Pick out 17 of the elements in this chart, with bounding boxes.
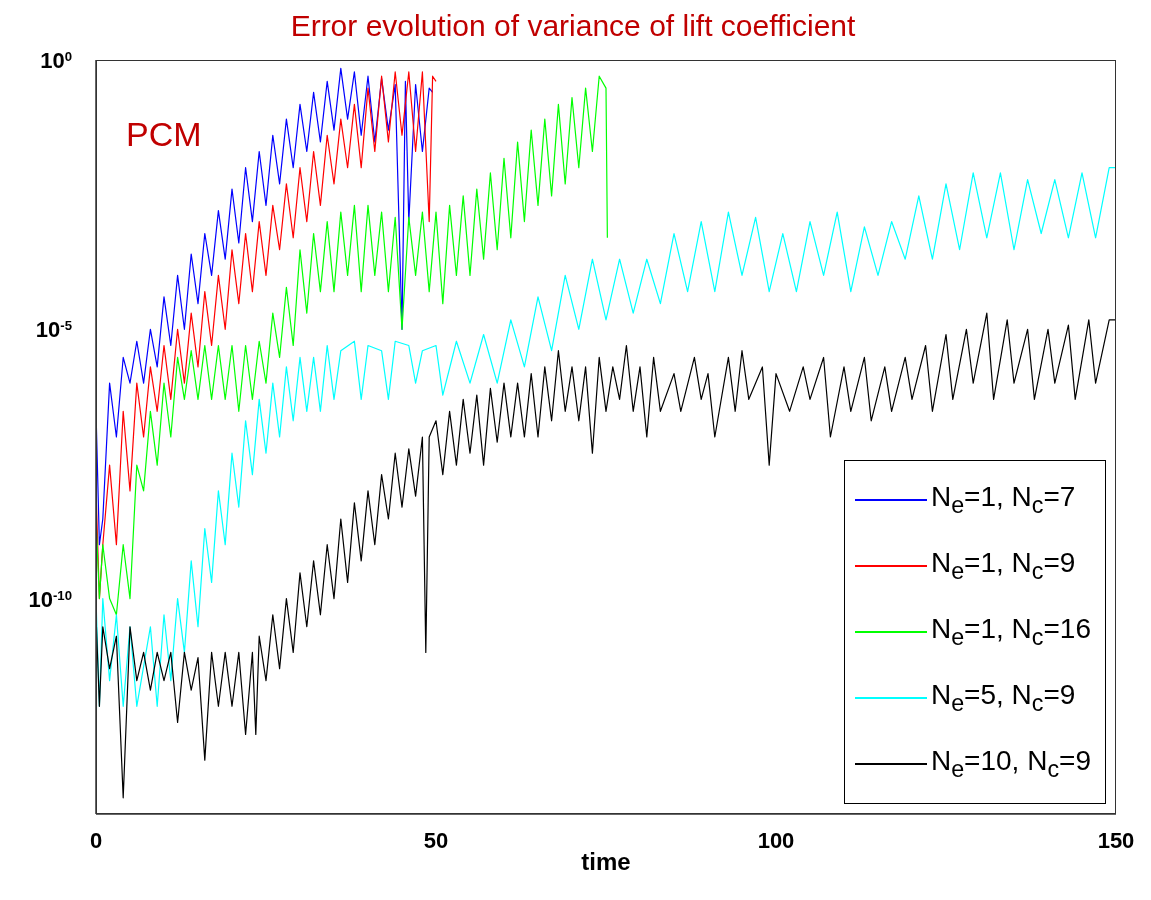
y-tick-label: 10$^{-10}$ xyxy=(28,586,72,612)
x-tick-label: 150 xyxy=(1097,828,1135,853)
chart-title: Error evolution of variance of lift coefficient xyxy=(289,8,857,44)
x-tick-label: 50 xyxy=(423,828,449,853)
annotation: PCM xyxy=(126,115,202,154)
x-tick-label: 0 xyxy=(89,828,103,853)
legend-label: N$_{e}$=1, N$_{c}$=9 xyxy=(930,547,1076,585)
line-series xyxy=(96,312,1116,799)
legend-label: N$_{e}$=1, N$_{c}$=16 xyxy=(930,613,1091,651)
legend-label: N$_{e}$=10, N$_{c}$=9 xyxy=(930,745,1091,783)
x-tick-label: 100 xyxy=(757,828,795,853)
y-tick-label: 10$^{-5}$ xyxy=(35,317,72,343)
line-series xyxy=(96,75,608,616)
legend-label: N$_{e}$=1, N$_{c}$=7 xyxy=(930,481,1076,519)
x-axis-title: time xyxy=(581,848,631,875)
legend-label: N$_{e}$=5, N$_{c}$=9 xyxy=(930,679,1076,717)
y-tick-label: 10$^{0}$ xyxy=(40,48,72,73)
